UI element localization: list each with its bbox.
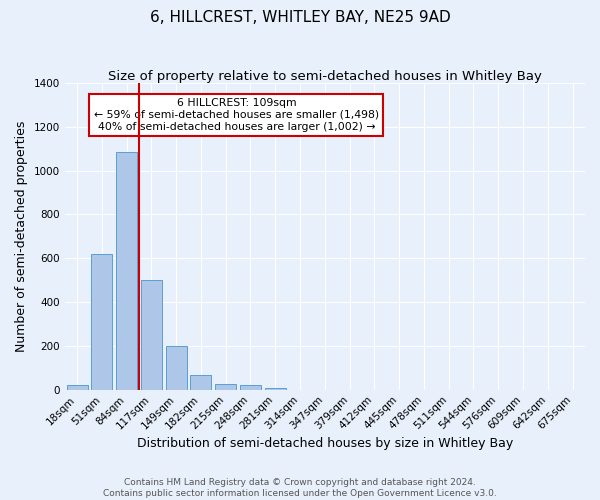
Y-axis label: Number of semi-detached properties: Number of semi-detached properties <box>15 120 28 352</box>
Text: 6 HILLCREST: 109sqm
← 59% of semi-detached houses are smaller (1,498)
40% of sem: 6 HILLCREST: 109sqm ← 59% of semi-detach… <box>94 98 379 132</box>
X-axis label: Distribution of semi-detached houses by size in Whitley Bay: Distribution of semi-detached houses by … <box>137 437 513 450</box>
Bar <box>190 376 211 390</box>
Bar <box>240 386 261 390</box>
Text: Contains HM Land Registry data © Crown copyright and database right 2024.
Contai: Contains HM Land Registry data © Crown c… <box>103 478 497 498</box>
Bar <box>91 254 112 390</box>
Bar <box>67 385 88 390</box>
Text: 6, HILLCREST, WHITLEY BAY, NE25 9AD: 6, HILLCREST, WHITLEY BAY, NE25 9AD <box>149 10 451 25</box>
Bar <box>265 388 286 390</box>
Bar <box>116 152 137 390</box>
Title: Size of property relative to semi-detached houses in Whitley Bay: Size of property relative to semi-detach… <box>108 70 542 83</box>
Bar <box>166 346 187 390</box>
Bar <box>141 280 162 390</box>
Bar <box>215 384 236 390</box>
